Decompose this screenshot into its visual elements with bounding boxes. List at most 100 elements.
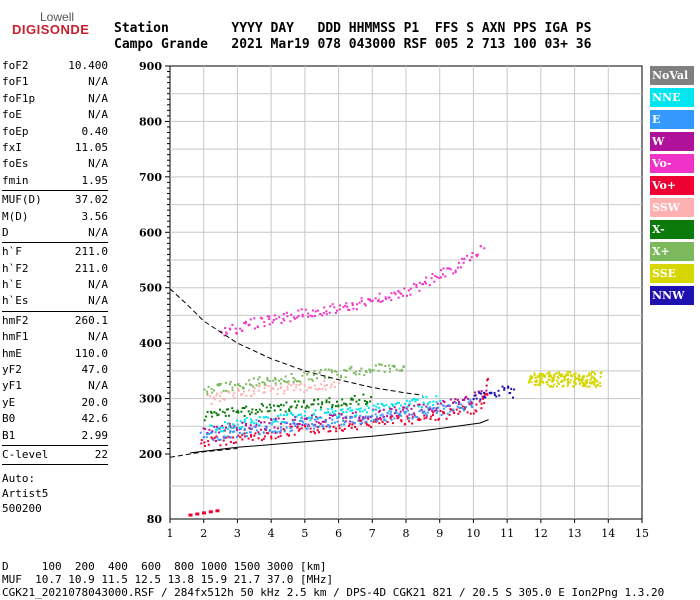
echo-point (533, 372, 536, 375)
echo-point (420, 408, 423, 411)
echo-point (274, 430, 277, 433)
echo-point (313, 423, 316, 426)
echo-point (475, 403, 478, 406)
echo-point (402, 408, 404, 411)
echo-point (366, 423, 369, 426)
echo-point (318, 425, 321, 428)
echo-point (438, 277, 441, 279)
echo-point (310, 386, 313, 389)
echo-point (564, 375, 567, 377)
echo-point (310, 416, 313, 419)
echo-point (258, 423, 261, 426)
echo-point (403, 406, 406, 409)
echo-point (225, 408, 228, 411)
echo-point (436, 402, 439, 405)
echo-point (278, 379, 281, 382)
echo-point (273, 426, 276, 429)
echo-point (367, 417, 370, 420)
echo-point (289, 430, 292, 433)
param-label: foE (2, 108, 22, 122)
echo-point (251, 408, 254, 411)
echo-point (314, 315, 317, 317)
echo-point (536, 379, 539, 382)
echo-point (566, 370, 569, 373)
echo-point (369, 298, 371, 301)
echo-point (234, 384, 236, 387)
echo-point (299, 419, 301, 422)
param-value: N/A (88, 294, 108, 308)
echo-point (354, 426, 357, 428)
echo-point (417, 403, 420, 406)
echo-point (493, 391, 496, 394)
echo-point (283, 319, 286, 322)
echo-point (293, 433, 296, 436)
echo-point (470, 404, 473, 407)
echo-point (418, 419, 421, 422)
echo-point (263, 391, 266, 394)
echo-point (312, 374, 315, 376)
echo-point (435, 400, 438, 403)
echo-point (411, 417, 414, 420)
echo-point (561, 379, 564, 382)
muf-dashed-curve (169, 288, 423, 396)
echo-point (541, 373, 544, 376)
echo-point (461, 405, 464, 408)
echo-point (261, 381, 264, 384)
echo-point (238, 428, 241, 431)
echo-point (307, 423, 310, 426)
echo-point (364, 416, 367, 419)
echo-point (338, 415, 341, 418)
echo-point (581, 377, 584, 380)
echo-point (378, 410, 380, 413)
echo-point (292, 414, 294, 417)
echo-point (244, 418, 246, 421)
echo-point (474, 394, 477, 397)
echo-point (479, 245, 482, 248)
param-row: D N/A (2, 225, 108, 241)
echo-point (313, 384, 316, 387)
echo-point (556, 379, 558, 382)
echo-point (248, 427, 251, 430)
echo-point (475, 410, 478, 413)
echo-point (454, 398, 457, 401)
param-value: 20.0 (81, 395, 109, 409)
y-tick-label: 600 (139, 226, 162, 239)
echo-point (329, 430, 332, 433)
echo-point (427, 402, 430, 405)
echo-point (338, 308, 341, 311)
param-label: hmF2 (2, 313, 29, 327)
echo-point (388, 406, 391, 409)
echo-point (319, 313, 322, 315)
echo-point (370, 426, 373, 429)
echo-point (254, 432, 257, 435)
echo-point (531, 375, 534, 378)
echo-point (568, 381, 571, 384)
echo-point (398, 413, 401, 416)
echo-point (225, 331, 228, 334)
param-row: yF2 47.0 (2, 362, 108, 378)
echo-point (282, 317, 285, 320)
echo-point (418, 289, 421, 292)
param-label: hmF1 (2, 330, 29, 344)
echo-point (422, 403, 425, 406)
echo-point (584, 382, 587, 385)
legend-item: NNW (650, 286, 694, 305)
echo-point (276, 420, 279, 423)
echo-point (204, 428, 207, 431)
echo-point (210, 432, 213, 434)
echo-point (462, 407, 465, 410)
echo-point (266, 410, 269, 413)
echo-point (400, 419, 403, 422)
echo-point (397, 416, 400, 419)
echo-point (351, 302, 354, 305)
echo-point (440, 402, 442, 405)
echo-point (228, 425, 231, 428)
echo-point (390, 414, 393, 417)
echo-point (327, 408, 329, 411)
echo-point (236, 423, 239, 426)
echo-point (279, 434, 282, 437)
echo-point (406, 417, 409, 420)
echo-point (556, 385, 558, 388)
echo-point (573, 374, 576, 377)
echo-point (202, 511, 206, 515)
